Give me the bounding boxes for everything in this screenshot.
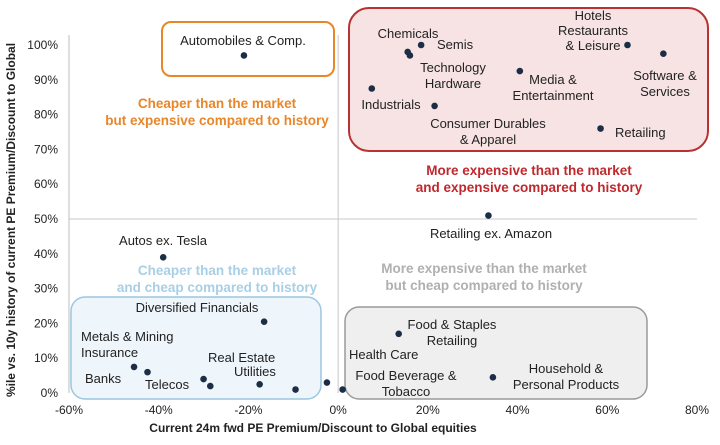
y-tick-label: 80% <box>34 108 58 122</box>
highlight-box-automobiles <box>161 21 335 77</box>
quadrant-label: Cheaper than the market <box>138 263 297 278</box>
point-label: Chemicals <box>378 26 439 41</box>
quadrant-box-cheap-history <box>344 306 648 400</box>
data-point <box>292 386 299 393</box>
data-point <box>431 102 438 110</box>
y-tick-label: 100% <box>27 38 58 52</box>
x-tick-label: -60% <box>55 403 83 417</box>
quadrant-label: Cheaper than the market <box>138 96 297 111</box>
point-label: Household & <box>529 361 604 376</box>
y-tick-label: 20% <box>34 316 58 330</box>
quadrant-label: but expensive compared to history <box>105 113 329 128</box>
point-label: Retailing <box>615 125 666 140</box>
point-label: Semis <box>437 37 474 52</box>
point-label: Industrials <box>361 97 421 112</box>
x-tick-label: 0% <box>329 403 347 417</box>
point-label: & Leisure <box>566 38 621 53</box>
point-label: Services <box>640 84 690 99</box>
point-label: Automobiles & Comp. <box>180 33 306 48</box>
point-label: Banks <box>85 371 122 386</box>
data-point <box>489 374 497 381</box>
data-point <box>323 379 331 386</box>
data-point <box>624 41 631 49</box>
data-point <box>368 85 376 92</box>
data-point <box>130 363 138 371</box>
data-point <box>516 67 524 75</box>
data-point <box>417 41 425 49</box>
quadrant-label: and cheap compared to history <box>117 280 318 295</box>
data-point <box>256 381 263 388</box>
point-label: Tobacco <box>382 384 430 399</box>
point-label: Entertainment <box>513 88 594 103</box>
point-label: Software & <box>633 68 697 83</box>
data-point <box>660 50 667 57</box>
point-label: Food Beverage & <box>355 368 457 383</box>
data-point <box>159 253 167 261</box>
data-point <box>200 375 207 383</box>
quadrant-boxes <box>70 7 709 400</box>
point-label: Food & Staples <box>408 317 497 332</box>
y-tick-label: 40% <box>34 247 58 261</box>
point-label: Real Estate <box>208 350 275 365</box>
point-label: Retailing ex. Amazon <box>430 226 552 241</box>
y-tick-label: 30% <box>34 282 58 296</box>
x-tick-label: 40% <box>506 403 530 417</box>
y-tick-label: 10% <box>34 351 58 365</box>
point-label: Personal Products <box>513 377 620 392</box>
point-label: Metals & Mining <box>81 329 173 344</box>
y-axis-title: %ile vs. 10y history of current PE Premi… <box>4 43 18 397</box>
quadrant-label: More expensive than the market <box>381 261 587 276</box>
data-points <box>130 41 667 393</box>
quadrant-labels: Cheaper than the market but expensive com… <box>105 96 643 295</box>
x-tick-label: 80% <box>685 403 709 417</box>
quadrant-label: but cheap compared to history <box>385 278 583 293</box>
data-point <box>144 368 151 376</box>
data-point <box>260 318 268 325</box>
data-point <box>240 52 248 59</box>
point-label: Telecos <box>145 377 190 392</box>
data-point <box>597 125 604 132</box>
point-label: & Apparel <box>460 132 516 147</box>
data-point <box>395 330 403 338</box>
point-label: Restaurants <box>558 23 629 38</box>
point-label: Media & <box>529 72 577 87</box>
y-tick-label: 60% <box>34 177 58 191</box>
quadrant-box-cheap <box>70 296 322 400</box>
point-label: Retailing <box>427 333 478 348</box>
point-label: Hotels <box>575 8 612 23</box>
x-tick-label: -20% <box>234 403 262 417</box>
point-label: Health Care <box>349 347 418 362</box>
quadrant-label: and expensive compared to history <box>416 180 643 195</box>
point-label: Insurance <box>81 345 138 360</box>
y-tick-label: 90% <box>34 73 58 87</box>
x-tick-label: 60% <box>595 403 619 417</box>
data-point <box>406 52 414 59</box>
data-point <box>485 212 492 219</box>
point-label: Hardware <box>425 76 481 91</box>
y-tick-label: 0% <box>41 386 59 400</box>
point-label: Consumer Durables <box>430 116 546 131</box>
quadrant-label: More expensive than the market <box>426 163 632 178</box>
x-axis-title: Current 24m fwd PE Premium/Discount to G… <box>149 421 477 435</box>
point-label: Technology <box>420 60 486 75</box>
point-label: Autos ex. Tesla <box>119 233 208 248</box>
quadrant-box-expensive <box>348 7 709 152</box>
point-label: Diversified Financials <box>136 300 259 315</box>
data-point <box>207 382 214 390</box>
data-point <box>339 386 346 393</box>
y-tick-label: 50% <box>34 212 58 226</box>
x-tick-label: 20% <box>416 403 440 417</box>
y-tick-label: 70% <box>34 142 58 156</box>
point-label: Utilities <box>234 364 276 379</box>
axes: 0% 10% 20% 30% 40% 50% 60% 70% 80% 90% 100% -60% -40… <box>27 35 709 417</box>
x-tick-label: -40% <box>145 403 173 417</box>
